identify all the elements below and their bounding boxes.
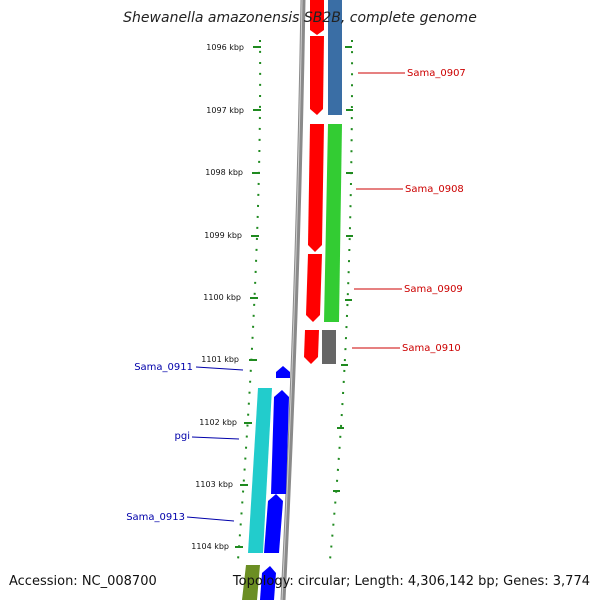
- leader-line: [186, 516, 235, 522]
- gene-label-sama0907[interactable]: Sama_0907: [407, 68, 466, 79]
- track-olive: [242, 565, 260, 600]
- gene-label-sama0911[interactable]: Sama_0911: [134, 362, 193, 373]
- outer-dotted-ring: [329, 39, 354, 561]
- gene-label-sama0908[interactable]: Sama_0908: [405, 184, 464, 195]
- tick-label: 1099 kbp: [204, 231, 242, 240]
- track-green: [324, 124, 342, 322]
- cds-pgi-blue[interactable]: [271, 390, 289, 494]
- gene-label-sama0909[interactable]: Sama_0909: [404, 284, 463, 295]
- leader-line: [195, 366, 244, 371]
- cds-sama0909-red[interactable]: [306, 254, 322, 322]
- major-ticks: [235, 46, 353, 548]
- tick-label: 1097 kbp: [206, 106, 244, 115]
- cds-sama0907-red[interactable]: [310, 36, 324, 115]
- accession-text: Accession: NC_008700: [9, 574, 157, 589]
- backbone-highlight: [281, 0, 303, 600]
- cds-sama0913-blue[interactable]: [264, 494, 283, 553]
- tick-label: 1104 kbp: [191, 542, 229, 551]
- cds-partial-blue[interactable]: [260, 566, 276, 600]
- tick-label: 1098 kbp: [205, 168, 243, 177]
- map-title: Shewanella amazonensis SB2B, complete ge…: [123, 10, 477, 26]
- tick-label: 1101 kbp: [201, 355, 239, 364]
- track-gray: [322, 330, 336, 364]
- gene-label-pgi[interactable]: pgi: [175, 431, 190, 442]
- tick-label: 1103 kbp: [195, 480, 233, 489]
- tick-label: 1100 kbp: [203, 293, 241, 302]
- genome-summary: Topology: circular; Length: 4,306,142 bp…: [232, 574, 590, 589]
- cds-sama0911-blue[interactable]: [276, 366, 290, 378]
- track-cyan: [248, 388, 272, 553]
- tick-label: 1102 kbp: [199, 418, 237, 427]
- gene-label-sama0913[interactable]: Sama_0913: [126, 512, 185, 523]
- leader-line: [191, 436, 240, 440]
- cds-sama0908-red[interactable]: [308, 124, 324, 252]
- genome-backbone: [280, 0, 306, 600]
- cds-sama0910-red[interactable]: [304, 330, 319, 364]
- cds-sama0907-red[interactable]: [310, 0, 324, 35]
- tick-label: 1096 kbp: [206, 43, 244, 52]
- gene-label-sama0910[interactable]: Sama_0910: [402, 343, 461, 354]
- track-blue: [328, 0, 342, 115]
